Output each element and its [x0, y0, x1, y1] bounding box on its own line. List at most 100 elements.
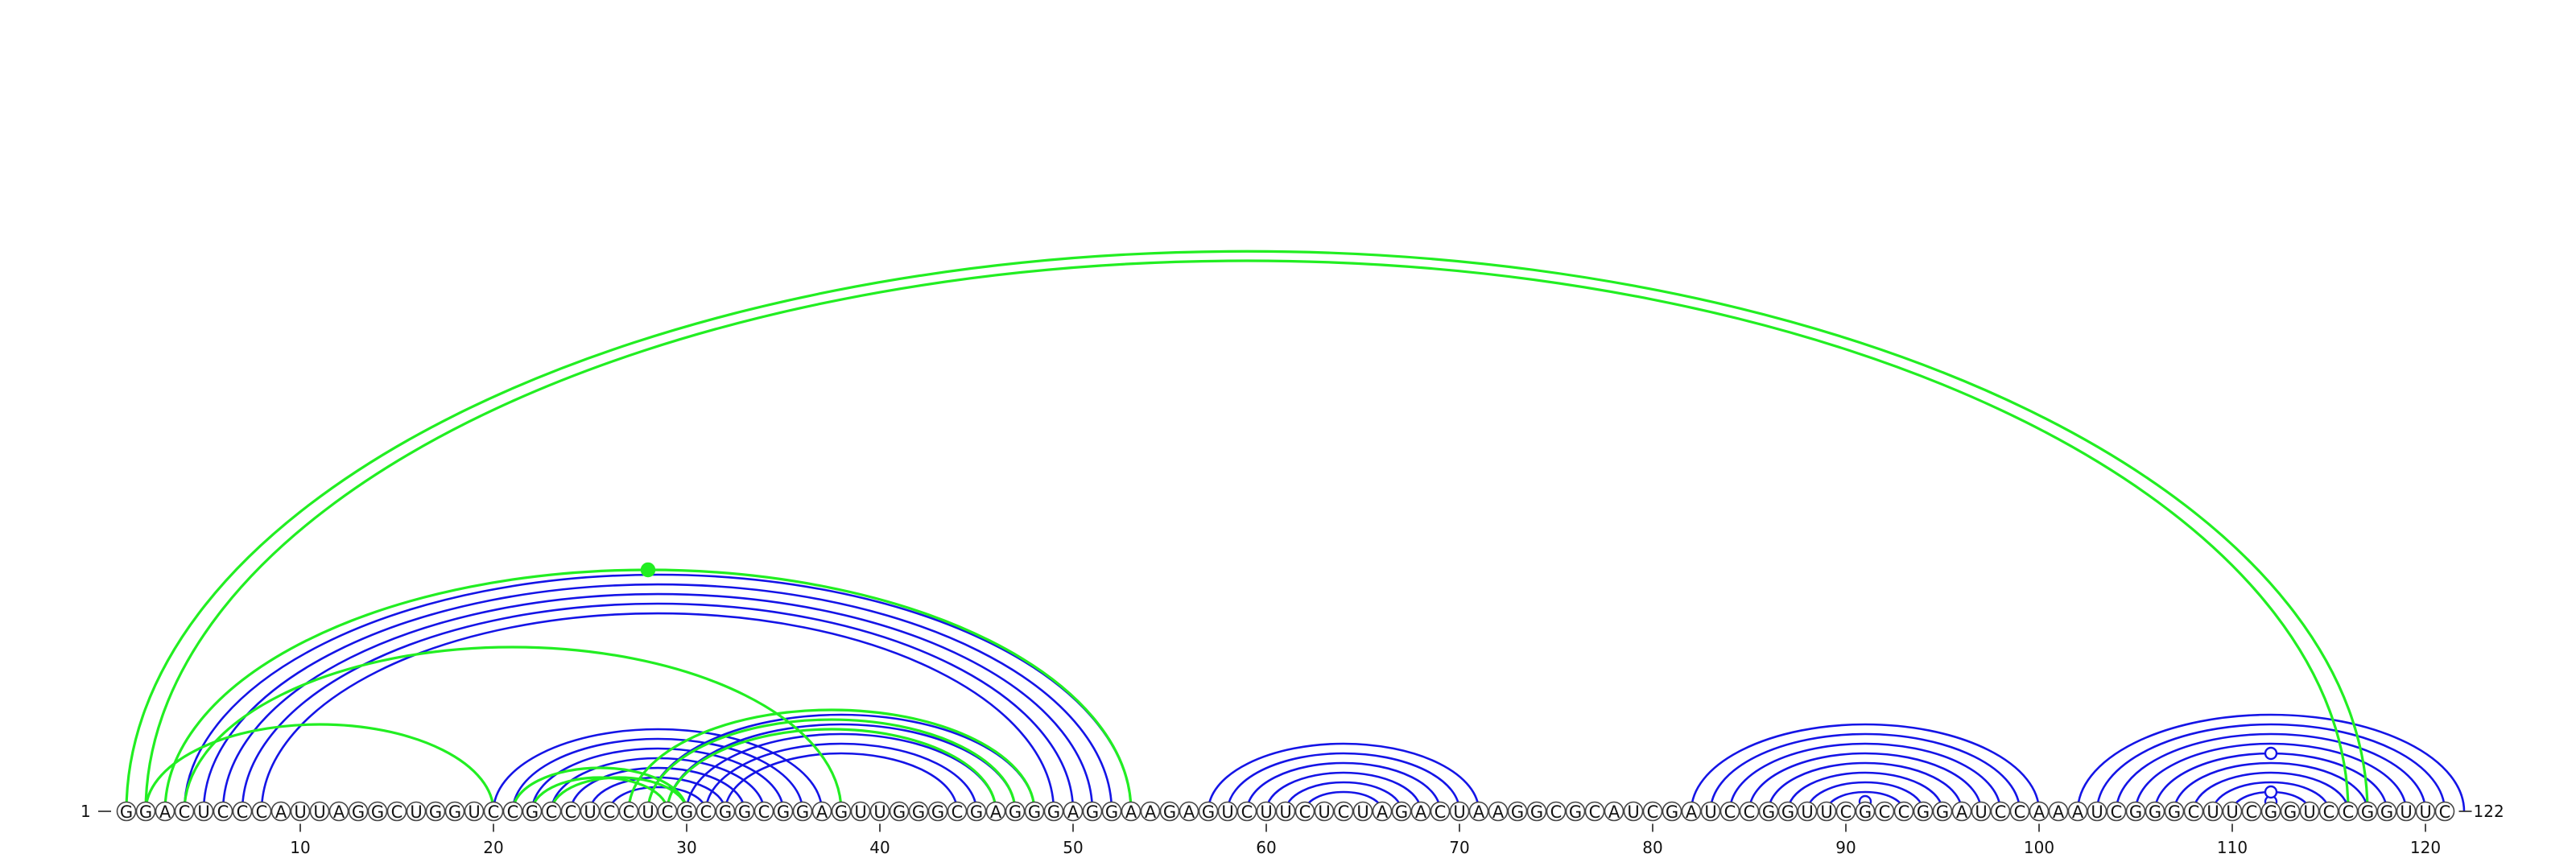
nucleotide: C [2106, 801, 2127, 822]
end-label: 122 [2474, 802, 2504, 821]
nucleotide: G [908, 801, 929, 822]
nucleotide-letter: A [1608, 802, 1620, 822]
tick-label: 20 [483, 838, 503, 857]
nucleotide: U [464, 801, 485, 822]
nucleotide-letter: C [1879, 802, 1891, 822]
nucleotide: C [174, 801, 195, 822]
nucleotide: C [753, 801, 774, 822]
nucleotide: U [1797, 801, 1818, 822]
nucleotide: G [889, 801, 910, 822]
nucleotide: C [1719, 801, 1740, 822]
nucleotide-circle [811, 801, 832, 822]
nucleotide: C [657, 801, 678, 822]
nucleotide-letter: C [217, 802, 229, 822]
nucleotide-letter: A [2033, 802, 2046, 822]
nucleotide: U [1816, 801, 1837, 822]
nucleotide-circle [483, 801, 504, 822]
nucleotide: U [1449, 801, 1470, 822]
nucleotide-circle [2241, 801, 2262, 822]
nucleotide-circle [985, 801, 1006, 822]
nucleotide-circle [1024, 801, 1045, 822]
nucleotide-circle [2009, 801, 2030, 822]
nucleotide: A [328, 801, 349, 822]
nucleotide-letter: U [1260, 802, 1272, 822]
nucleotide-letter: A [275, 802, 287, 822]
nucleotide: U [1352, 801, 1373, 822]
nucleotide: U [2415, 801, 2436, 822]
nucleotide-circle [1005, 801, 1026, 822]
nucleotide-letter: G [1781, 802, 1794, 822]
nucleotide-letter: G [1936, 802, 1949, 822]
nucleotide-letter: U [313, 802, 325, 822]
green-arc-2-20 [144, 723, 495, 812]
nucleotide-circle [2164, 801, 2185, 822]
nucleotide: G [116, 801, 137, 822]
blue-arc-58-70 [1226, 752, 1461, 812]
nucleotide: A [1681, 801, 1702, 822]
position-axis: 10 20 30 40 50 60 70 80 90 100 110 120 [290, 823, 2441, 857]
nucleotide-circle [1932, 801, 1953, 822]
nucleotide: G [2376, 801, 2397, 822]
nucleotide-letter: G [719, 802, 732, 822]
nucleotide-letter: G [1917, 802, 1930, 822]
tick-label: 50 [1063, 838, 1083, 857]
nucleotide-letter: C [1840, 802, 1852, 822]
nucleotide-circle [1855, 801, 1876, 822]
nucleotide-letter: C [2188, 802, 2200, 822]
nucleotide: G [1507, 801, 1528, 822]
nucleotide-circle [966, 801, 987, 822]
nucleotide: G [348, 801, 369, 822]
blue-arc-5-52 [202, 583, 1113, 812]
nucleotide-circle [560, 801, 581, 822]
nucleotide-letter: U [410, 802, 422, 822]
nucleotide: U [2222, 801, 2243, 822]
green-arc-2-116 [144, 259, 2350, 812]
blue-arc-108-116 [2192, 771, 2350, 812]
green-arc-1-117 [125, 250, 2369, 812]
nucleotide: G [1913, 801, 1934, 822]
nucleotide: G [1777, 801, 1798, 822]
nucleotide-letter: A [1473, 802, 1485, 822]
nucleotide-circle [1584, 801, 1605, 822]
nucleotide-letter: C [2014, 802, 2026, 822]
nucleotide-circle [541, 801, 562, 822]
nucleotide: A [985, 801, 1006, 822]
nucleotide-circle [386, 801, 407, 822]
nucleotide-letter: U [1279, 802, 1291, 822]
nucleotide: C [947, 801, 968, 822]
nucleotide-circle [2357, 801, 2378, 822]
nucleotide-letter: U [854, 802, 866, 822]
nucleotide-letter: C [2343, 802, 2355, 822]
nucleotide: U [1971, 801, 1992, 822]
nucleotide: U [1256, 801, 1277, 822]
nucleotide-letter: G [912, 802, 925, 822]
nucleotide-circle [2318, 801, 2339, 822]
nucleotide-circle [464, 801, 485, 822]
nucleotide-circle [831, 801, 852, 822]
nucleotide-circle [328, 801, 349, 822]
nucleotide-circle [1893, 801, 1914, 822]
nucleotide-circle [1816, 801, 1837, 822]
nucleotide-letter: C [488, 802, 500, 822]
nucleotide: G [715, 801, 736, 822]
nucleotide: G [773, 801, 794, 822]
nucleotide-circle [406, 801, 427, 822]
nucleotide: U [290, 801, 311, 822]
nucleotide-letter: G [371, 802, 384, 822]
green-arcs [125, 250, 2369, 812]
nucleotide: A [2029, 801, 2050, 822]
nucleotide: C [1333, 801, 1354, 822]
nucleotide-letter: C [1647, 802, 1659, 822]
nucleotide-letter: C [2111, 802, 2123, 822]
nucleotide-circle [1546, 801, 1567, 822]
nucleotide: U [1623, 801, 1644, 822]
nucleotide-circle [618, 801, 639, 822]
nucleotide-letter: A [1415, 802, 1427, 822]
nucleotide-letter: C [1435, 802, 1447, 822]
blue-arc-104-120 [2115, 732, 2427, 812]
nucleotide: A [1488, 801, 1509, 822]
green-arc-29-46 [666, 728, 997, 812]
nucleotide-circle [1913, 801, 1934, 822]
nucleotide: U [2202, 801, 2223, 822]
nucleotide: C [560, 801, 581, 822]
